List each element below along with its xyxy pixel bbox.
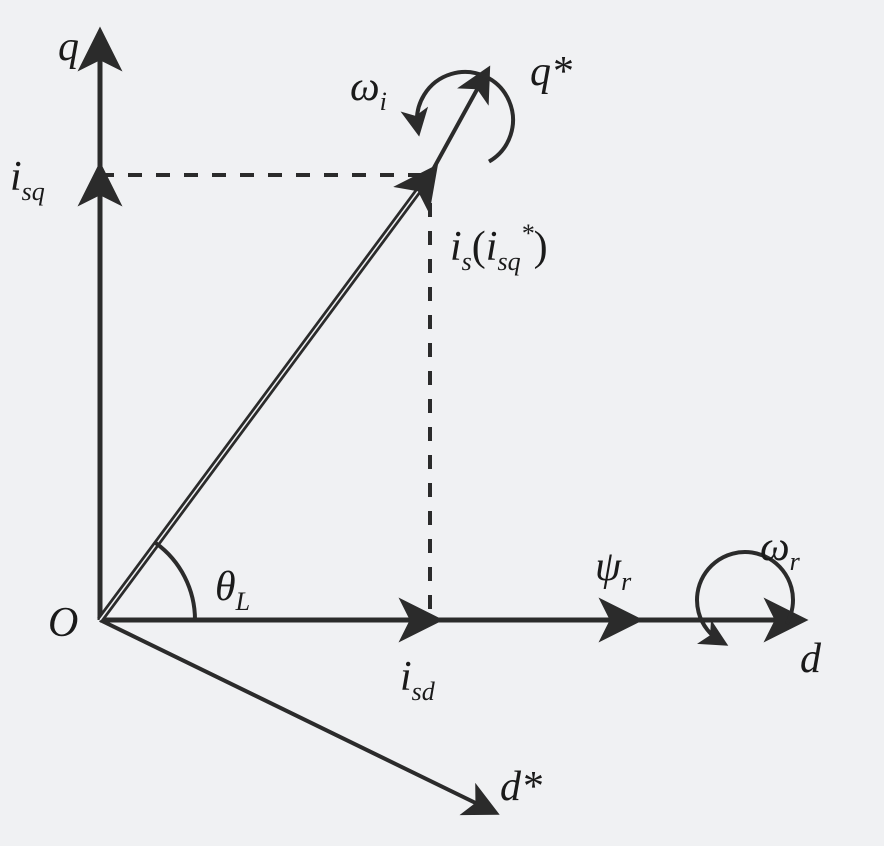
- vector-diagram: O q d q* d* isq isd is(isq*) ψr ωi ωr θL: [0, 0, 884, 846]
- q-axis-label: q: [58, 24, 79, 70]
- q-star-label: q*: [530, 49, 572, 95]
- origin-label: O: [48, 600, 78, 646]
- is-vector-tip: [429, 175, 430, 177]
- d-star-label: d*: [500, 764, 542, 810]
- d-axis-label: d: [800, 636, 822, 682]
- diagram-background: [0, 0, 884, 846]
